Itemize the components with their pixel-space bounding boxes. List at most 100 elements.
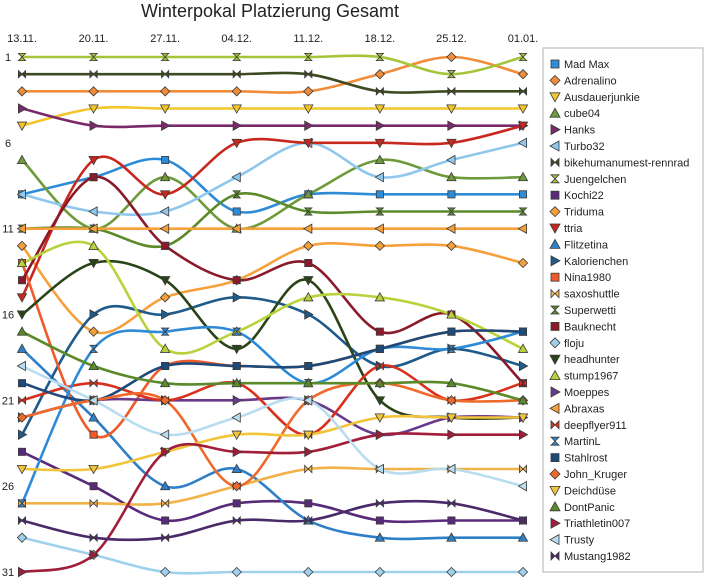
series-line — [20, 241, 525, 335]
data-point — [374, 138, 386, 149]
data-point — [232, 515, 241, 526]
legend-label: Turbo32 — [564, 141, 605, 153]
legend-label: MartinL — [564, 436, 601, 448]
series-line — [20, 432, 525, 574]
data-point — [303, 377, 314, 388]
y-tick-label: 26 — [2, 481, 14, 493]
legend-marker — [549, 354, 561, 366]
data-point — [517, 257, 529, 269]
legend-marker — [549, 74, 561, 86]
data-point — [17, 379, 26, 388]
series-line — [20, 141, 525, 217]
axes: 13.11. 20.11. 27.11. 04.12. 11.12. 18.12. 25.1… — [2, 33, 538, 579]
data-point — [17, 447, 26, 456]
data-point — [232, 395, 243, 406]
data-point — [304, 69, 313, 79]
y-tick-label: 31 — [2, 567, 14, 579]
data-point — [161, 516, 170, 525]
data-point — [519, 378, 527, 388]
y-tick-label: 21 — [2, 395, 14, 407]
legend-label: DontPanic — [564, 502, 615, 514]
legend-label: Adrenalino — [564, 75, 617, 87]
data-point — [231, 138, 242, 149]
data-point — [517, 566, 529, 578]
series-line — [20, 259, 525, 421]
data-point — [446, 171, 457, 182]
data-point — [447, 120, 457, 131]
data-point — [374, 291, 386, 302]
legend-label: Bauknecht — [564, 321, 616, 333]
legend-marker — [549, 223, 561, 234]
data-point — [88, 240, 99, 250]
data-point — [518, 53, 528, 61]
data-point — [231, 171, 241, 183]
data-point — [231, 481, 242, 492]
legend-marker — [550, 59, 560, 69]
data-point — [232, 120, 243, 131]
data-point — [16, 310, 28, 320]
data-point — [159, 343, 171, 353]
data-point — [231, 104, 242, 114]
data-point — [304, 499, 313, 508]
data-point — [231, 86, 242, 97]
series-line — [20, 71, 525, 94]
data-point — [16, 121, 28, 132]
data-point — [446, 463, 456, 475]
data-point — [89, 120, 99, 131]
data-point — [304, 446, 314, 458]
data-point — [446, 240, 457, 251]
legend-marker — [550, 288, 560, 299]
data-point — [88, 206, 98, 217]
data-point — [517, 532, 529, 542]
legend-marker — [549, 533, 560, 546]
data-point — [517, 480, 527, 492]
x-tick-label: 11.12. — [293, 33, 323, 45]
data-point — [159, 171, 171, 182]
legend-marker — [549, 92, 561, 103]
data-point — [232, 69, 241, 79]
data-point — [161, 69, 170, 79]
data-point — [446, 566, 457, 578]
data-point — [88, 155, 99, 166]
data-point — [16, 257, 28, 268]
data-point — [88, 104, 99, 114]
data-point — [232, 361, 241, 370]
data-point — [89, 533, 98, 543]
data-point — [304, 464, 313, 474]
legend-label: Juengelchen — [564, 174, 626, 186]
data-point — [304, 361, 313, 370]
legend-marker — [549, 500, 561, 512]
legend: Mad Max Adrenalino Ausdauerjunkie cube04 Han… — [542, 47, 704, 573]
data-point — [159, 377, 171, 388]
series-line — [20, 54, 525, 76]
data-point — [232, 276, 241, 285]
data-point — [303, 53, 313, 61]
data-point — [232, 327, 242, 336]
x-tick-label: 18.12. — [365, 33, 396, 45]
data-point — [519, 190, 528, 199]
data-point — [517, 413, 529, 423]
data-point — [16, 86, 28, 97]
series-line — [20, 450, 525, 524]
data-point — [16, 412, 28, 423]
data-point — [17, 499, 27, 508]
data-point — [447, 190, 456, 199]
legend-marker — [550, 419, 560, 430]
data-point — [89, 344, 99, 353]
x-tick-label: 20.11. — [79, 33, 109, 45]
data-point — [89, 482, 98, 491]
data-point — [160, 327, 170, 336]
data-point — [374, 104, 386, 114]
x-tick-label: 27.11. — [150, 33, 180, 45]
data-point — [303, 291, 314, 302]
data-point — [159, 190, 171, 200]
data-point — [89, 309, 99, 320]
series-line — [20, 364, 525, 436]
data-point — [519, 429, 529, 440]
data-point — [303, 566, 314, 578]
legend-label: Triathletin007 — [564, 518, 630, 530]
data-point — [304, 309, 314, 320]
legend-marker — [549, 238, 561, 249]
data-point — [231, 344, 242, 355]
